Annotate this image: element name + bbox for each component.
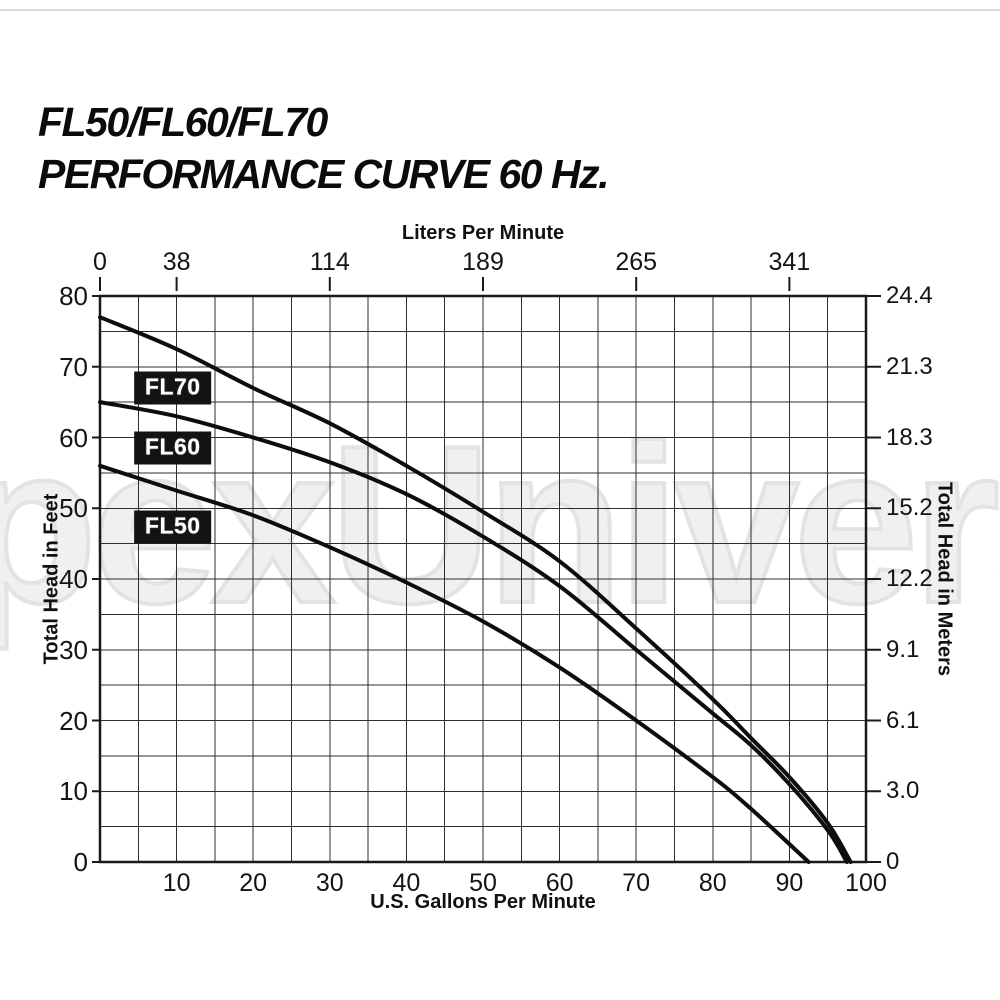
- left-axis-tick-label: 20: [59, 705, 88, 736]
- top-axis-tick-label: 189: [462, 248, 504, 276]
- top-axis-tick-label: 341: [768, 248, 811, 276]
- pump-curve-FL50: [98, 463, 811, 864]
- bottom-axis-tick-label: 70: [622, 869, 651, 897]
- right-axis-tick-label: 3.0: [886, 777, 920, 805]
- right-axis-tick-label: 24.4: [886, 282, 933, 309]
- pump-label-FL60: FL60: [133, 431, 212, 465]
- left-axis-tick-label: 50: [59, 493, 88, 524]
- right-axis-title: Total Head in Meters: [933, 482, 956, 676]
- bottom-axis-tick-label: 50: [469, 869, 497, 897]
- right-axis-tick-label: 9.1: [886, 635, 920, 663]
- bottom-axis-tick-label: 30: [315, 869, 344, 897]
- pump-curve-FL70: [98, 315, 853, 864]
- left-axis-tick-label: 60: [59, 422, 88, 453]
- right-axis-tick-label: 6.1: [886, 706, 920, 734]
- bottom-axis-tick-label: 80: [698, 869, 727, 897]
- right-axis-tick-label: 21.3: [886, 352, 933, 380]
- bottom-axis-tick-label: 60: [545, 869, 574, 897]
- right-axis-tick-label: 15.2: [886, 494, 933, 522]
- scan-artifact-line: [0, 9, 1000, 11]
- left-axis-tick-label: 0: [73, 847, 88, 877]
- left-axis-tick-label: 30: [59, 634, 88, 665]
- pump-label-FL50: FL50: [133, 510, 212, 544]
- left-axis-tick-label: 40: [59, 564, 88, 594]
- top-axis-tick-label: 265: [615, 248, 658, 276]
- left-axis-tick-label: 10: [59, 776, 88, 807]
- page-title-models: FL50/FL60/FL70: [38, 99, 328, 145]
- bottom-axis-tick-label: 90: [775, 869, 804, 897]
- pump-label-FL70: FL70: [133, 371, 212, 405]
- top-axis-title: Liters Per Minute: [401, 222, 565, 244]
- bottom-axis-tick-label: 100: [845, 869, 887, 897]
- bottom-axis-title: U.S. Gallons Per Minute: [370, 891, 596, 913]
- left-axis-tick-label: 70: [59, 351, 88, 382]
- left-axis-tick-label: 80: [59, 281, 88, 311]
- top-axis-tick-label: 114: [309, 248, 350, 276]
- right-axis-tick-label: 12.2: [886, 565, 933, 592]
- title-block: FL50/FL60/FL70 PERFORMANCE CURVE 60 Hz.: [38, 96, 609, 200]
- page-title-curve: PERFORMANCE CURVE 60 Hz.: [38, 151, 609, 197]
- right-axis-title-text: Total Head in Meters: [933, 481, 956, 677]
- performance-curve-plot: [92, 277, 881, 864]
- right-axis-tick-label: 18.3: [886, 423, 933, 451]
- top-axis-tick-label: 0: [93, 248, 107, 276]
- bottom-axis-tick-label: 20: [239, 869, 268, 897]
- top-axis-tick-label: 38: [162, 248, 191, 276]
- bottom-axis-tick-label: 10: [162, 869, 191, 897]
- pump-curve-FL60: [98, 400, 849, 864]
- bottom-axis-tick-label: 40: [392, 869, 421, 897]
- right-axis-tick-label: 0: [886, 848, 900, 875]
